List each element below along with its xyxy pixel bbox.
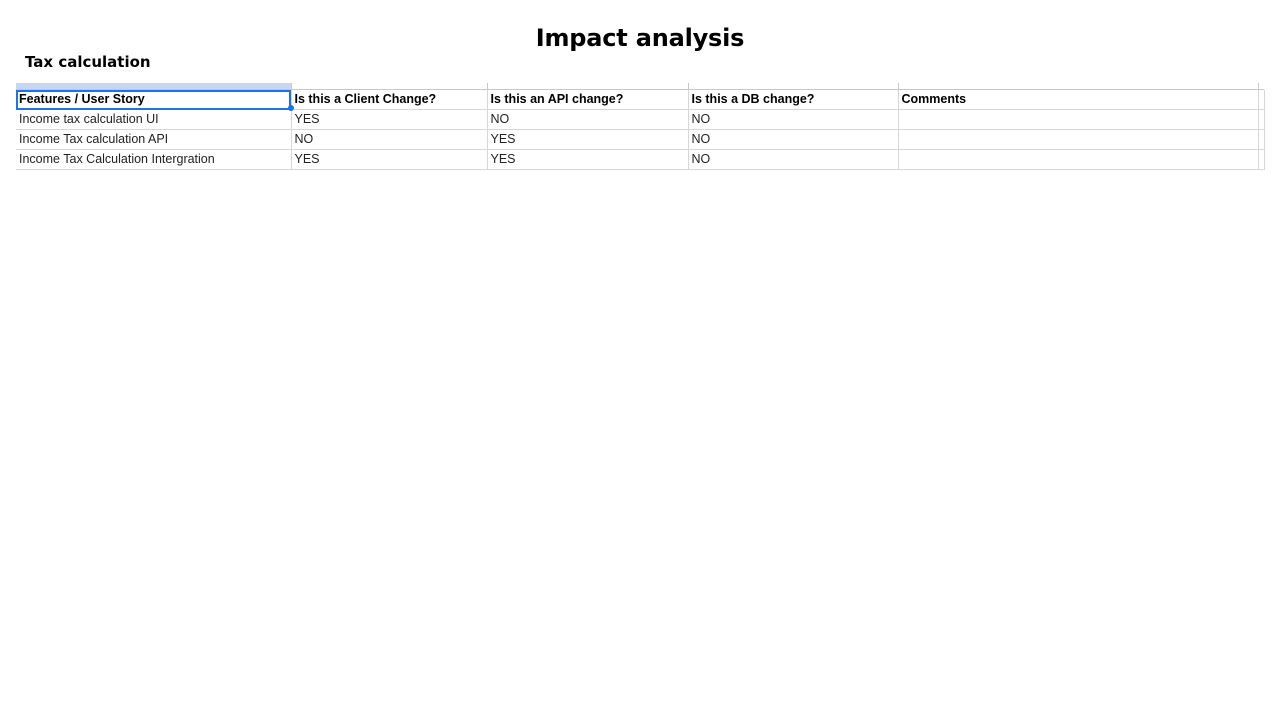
table-row: Income Tax calculation API NO YES NO — [16, 129, 1265, 150]
table-cell[interactable]: YES — [291, 149, 488, 170]
header-cell-api-change[interactable]: Is this an API change? — [487, 90, 689, 110]
header-cell-features[interactable]: Features / User Story — [16, 90, 292, 110]
slide-title: Impact analysis — [535, 24, 745, 52]
table-cell[interactable]: Income Tax Calculation Intergration — [16, 149, 292, 170]
table-cell[interactable]: NO — [688, 149, 899, 170]
table-cell-empty[interactable] — [1258, 149, 1265, 170]
table-cell[interactable] — [898, 109, 1259, 130]
table-cell[interactable]: NO — [291, 129, 488, 150]
table-cell[interactable]: YES — [487, 149, 689, 170]
table-cell[interactable]: NO — [688, 129, 899, 150]
table-cell[interactable]: Income tax calculation UI — [16, 109, 292, 130]
table-cell[interactable] — [898, 149, 1259, 170]
table-row: Income Tax Calculation Intergration YES … — [16, 149, 1265, 170]
table-cell[interactable]: YES — [487, 129, 689, 150]
table-row: Income tax calculation UI YES NO NO — [16, 109, 1265, 130]
table-cell[interactable] — [898, 129, 1259, 150]
table-header-row: Features / User Story Is this a Client C… — [16, 90, 1265, 110]
table-cell-empty[interactable] — [1258, 109, 1265, 130]
header-cell-comments[interactable]: Comments — [898, 90, 1259, 110]
table-cell[interactable]: Income Tax calculation API — [16, 129, 292, 150]
spreadsheet-embed[interactable]: Features / User Story Is this a Client C… — [16, 83, 1265, 175]
table-cell[interactable]: NO — [688, 109, 899, 130]
table-cell-empty[interactable] — [1258, 129, 1265, 150]
column-header-strip — [16, 83, 1264, 90]
table-cell[interactable]: NO — [487, 109, 689, 130]
header-cell-client-change[interactable]: Is this a Client Change? — [291, 90, 488, 110]
section-title: Tax calculation — [25, 53, 151, 71]
impact-table: Features / User Story Is this a Client C… — [16, 90, 1265, 170]
header-cell-db-change[interactable]: Is this a DB change? — [688, 90, 899, 110]
table-cell[interactable]: YES — [291, 109, 488, 130]
table-cell-empty[interactable] — [1258, 90, 1265, 110]
selected-column-indicator — [16, 83, 291, 89]
selection-fill-handle[interactable] — [288, 105, 294, 111]
